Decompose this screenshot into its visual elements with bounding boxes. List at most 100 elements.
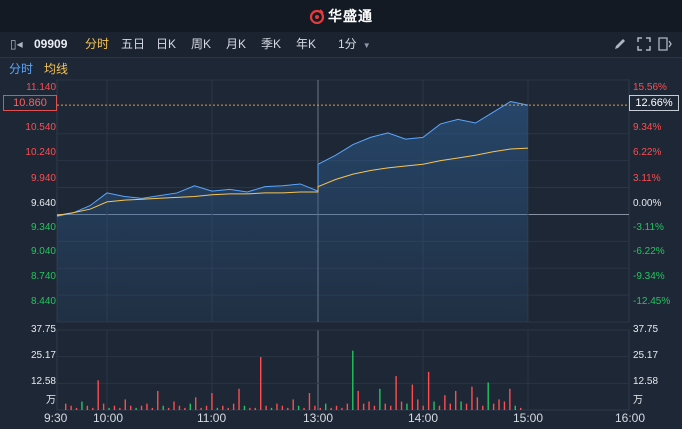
pct-axis-label: 6.22% bbox=[633, 147, 662, 158]
volume-bar bbox=[417, 399, 419, 410]
expand-panel-icon[interactable] bbox=[658, 37, 672, 51]
price-area-fill bbox=[57, 101, 528, 322]
stock-code: 09909 bbox=[34, 37, 68, 51]
volume-bar bbox=[184, 407, 186, 410]
volume-bar bbox=[406, 403, 408, 410]
current-pct-marker: 12.66% bbox=[629, 95, 679, 111]
price-axis-label: 10.540 bbox=[25, 122, 56, 133]
price-axis-label: 9.340 bbox=[30, 222, 56, 233]
volume-bar bbox=[427, 371, 430, 410]
subtab-average-line[interactable]: 均线 bbox=[44, 62, 69, 76]
volume-bar bbox=[325, 403, 327, 410]
volume-bar bbox=[178, 405, 181, 410]
volume-bar bbox=[373, 405, 376, 410]
volume-bar bbox=[509, 388, 511, 410]
tab-fenshi[interactable]: 分时 bbox=[85, 37, 110, 51]
volume-bar bbox=[390, 405, 392, 410]
volume-bar bbox=[97, 380, 99, 410]
volume-axis-label: 25.17 bbox=[30, 350, 56, 361]
volume-bar bbox=[471, 386, 473, 410]
collapse-sidebar-icon[interactable]: ▯◂ bbox=[10, 37, 23, 51]
current-price-marker: 10.860 bbox=[3, 95, 57, 111]
price-axis-label: 9.040 bbox=[30, 246, 56, 257]
volume-bar bbox=[357, 390, 359, 410]
tab-monthly-k[interactable]: 月K bbox=[226, 37, 247, 51]
volume-bar bbox=[140, 405, 143, 410]
minute-period-label: 1分 bbox=[338, 37, 357, 51]
volume-bar bbox=[292, 399, 294, 410]
price-axis-label: 8.740 bbox=[30, 271, 56, 282]
volume-bar bbox=[444, 395, 446, 410]
time-axis-label: 9:30 bbox=[44, 411, 68, 425]
volume-bar bbox=[368, 401, 370, 410]
volume-bar bbox=[205, 405, 208, 410]
volume-bar bbox=[222, 405, 224, 410]
toolbar: ▯◂ 09909 分时 五日 日K 周K 月K 季K 年K 1分 ▼ bbox=[0, 32, 682, 58]
volume-bar bbox=[189, 403, 191, 410]
volume-bar bbox=[102, 403, 105, 410]
volume-plot-frame bbox=[56, 329, 630, 411]
subtab-fenshi[interactable]: 分时 bbox=[9, 62, 34, 76]
tab-five-day[interactable]: 五日 bbox=[121, 37, 146, 51]
volume-bar bbox=[438, 405, 441, 410]
volume-bar bbox=[216, 407, 219, 410]
volume-bar bbox=[352, 350, 354, 410]
tab-quarterly-k[interactable]: 季K bbox=[261, 37, 282, 51]
tab-daily-k[interactable]: 日K bbox=[156, 37, 177, 51]
draw-pencil-icon[interactable] bbox=[613, 37, 627, 51]
volume-bar bbox=[135, 407, 137, 410]
volume-bar bbox=[362, 403, 365, 410]
volume-bar bbox=[113, 405, 116, 410]
tab-yearly-k[interactable]: 年K bbox=[296, 37, 317, 51]
volume-bar bbox=[108, 407, 110, 410]
volume-bar bbox=[330, 407, 332, 410]
price-axis-label: 9.640 bbox=[30, 198, 56, 209]
volume-unit-label: 万 bbox=[46, 395, 56, 406]
volume-bar bbox=[119, 407, 121, 410]
volume-bar bbox=[455, 390, 457, 410]
minute-period-select[interactable]: 1分 ▼ bbox=[338, 32, 371, 57]
pct-axis-label: -6.22% bbox=[633, 246, 665, 257]
volume-bar bbox=[308, 393, 311, 410]
volume-bar bbox=[70, 405, 72, 410]
volume-bar bbox=[287, 407, 289, 410]
volume-axis-label: 12.58 bbox=[30, 376, 56, 387]
volume-bar bbox=[314, 405, 316, 410]
volume-bar bbox=[162, 405, 164, 410]
volume-bar bbox=[482, 405, 484, 410]
indicator-tabs: 分时 均线 bbox=[0, 58, 682, 79]
volume-bar bbox=[195, 397, 197, 410]
volume-bar bbox=[227, 407, 229, 410]
app-logo: 华盛通 bbox=[309, 6, 373, 26]
volume-bar bbox=[276, 403, 278, 410]
tab-weekly-k[interactable]: 周K bbox=[191, 37, 212, 51]
volume-bar bbox=[75, 407, 78, 410]
volume-axis-label: 25.17 bbox=[633, 350, 659, 361]
volume-bar bbox=[520, 407, 522, 410]
chevron-down-icon: ▼ bbox=[362, 41, 371, 50]
volume-bar bbox=[395, 376, 397, 410]
volume-bar bbox=[487, 382, 489, 410]
time-axis-label: 11:00 bbox=[197, 411, 227, 425]
pct-axis-label: -3.11% bbox=[633, 222, 664, 233]
volume-bar bbox=[341, 407, 343, 410]
volume-bar bbox=[492, 403, 495, 410]
volume-bar bbox=[249, 407, 251, 410]
price-axis-label: 11.140 bbox=[26, 82, 56, 93]
volume-bar bbox=[211, 393, 213, 410]
volume-bar bbox=[157, 390, 159, 410]
logo-icon bbox=[309, 9, 325, 24]
volume-bar bbox=[514, 405, 516, 410]
time-axis-label: 16:00 bbox=[615, 411, 646, 425]
pct-axis-label: 0.00% bbox=[633, 198, 662, 209]
app-title: 华盛通 bbox=[328, 8, 373, 24]
fullscreen-icon[interactable] bbox=[637, 37, 651, 51]
volume-bar bbox=[476, 397, 479, 410]
volume-axis-label: 12.58 bbox=[633, 376, 659, 387]
volume-bar bbox=[422, 405, 424, 410]
title-bar: 华盛通 bbox=[0, 0, 682, 32]
price-axis-label: 10.240 bbox=[25, 147, 56, 158]
volume-bar bbox=[238, 388, 240, 410]
volume-bar bbox=[498, 399, 500, 410]
